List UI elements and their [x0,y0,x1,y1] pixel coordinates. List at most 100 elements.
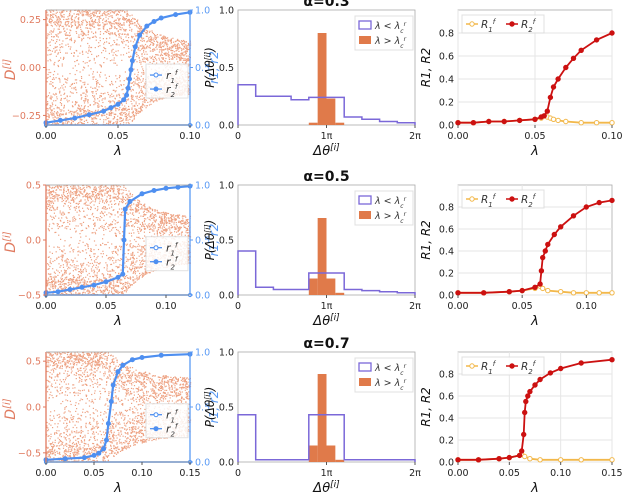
scatter-point [182,222,184,225]
scatter-point [141,36,143,38]
scatter-point [64,291,66,293]
scatter-point [94,101,96,104]
scatter-point [56,186,58,188]
scatter-point [119,117,121,119]
scatter-point [87,52,89,54]
scatter-point [47,60,49,62]
scatter-point [119,97,121,99]
scatter-point [86,62,88,64]
scatter-point [111,229,113,231]
scatter-point [49,186,51,188]
scatter-point [163,46,165,48]
scatter-point [51,283,53,285]
scatter-point [81,278,83,280]
scatter-point [46,16,48,18]
scatter-point [97,28,99,30]
scatter-point [118,77,120,79]
scatter-point [118,20,120,22]
scatter-point [129,286,131,288]
scatter-point [97,98,99,100]
scatter-point [61,217,63,219]
scatter-point [113,209,115,211]
scatter-point [105,222,107,224]
scatter-point [183,221,185,224]
scatter-point [48,33,50,36]
scatter-point [105,108,107,110]
scatter-point [128,56,130,58]
scatter-point [106,58,108,60]
scatter-point [125,100,127,103]
scatter-point [133,232,135,234]
scatter-point [184,57,186,60]
scatter-point [145,35,147,37]
scatter-point [122,18,124,20]
scatter-point [79,251,81,253]
scatter-point [183,225,185,227]
scatter-point [75,192,77,194]
scatter-point [144,273,146,275]
scatter-point [67,20,69,23]
scatter-point [111,24,113,26]
scatter-point [70,37,72,39]
scatter-point [113,293,115,295]
scatter-point [59,280,62,282]
scatter-point [63,10,65,12]
scatter-point [49,31,51,33]
scatter-point [127,222,129,224]
scatter-point [154,209,156,211]
scatter-point [66,262,69,264]
scatter-point [113,26,116,28]
scatter-point [79,24,81,27]
scatter-point [94,62,96,64]
scatter-point [53,191,55,193]
scatter-point [131,107,133,109]
scatter-point [151,62,153,65]
series-point [550,116,557,123]
scatter-point [47,108,49,110]
scatter-point [182,61,184,63]
scatter-point [136,55,138,58]
scatter-point [98,278,100,280]
scatter-point [148,47,150,49]
scatter-point [157,212,159,214]
scatter-point [127,198,129,201]
scatter-point [144,105,146,107]
scatter-point [150,208,152,210]
scatter-point [67,120,69,122]
scatter-point [87,65,89,67]
scatter-point [94,274,96,276]
scatter-point [138,112,140,114]
scatter-point [125,115,127,117]
scatter-point [136,35,138,37]
scatter-point [78,107,80,109]
scatter-point [188,247,190,249]
scatter-point [110,270,112,272]
scatter-point [108,212,110,214]
scatter-point [132,96,134,98]
scatter-point [95,90,97,93]
scatter-point [48,116,50,118]
scatter-point [105,199,107,201]
scatter-point [96,16,98,18]
scatter-point [82,13,85,15]
scatter-point [56,107,58,109]
scatter-point [129,246,131,248]
scatter-point [108,274,110,276]
scatter-point [85,51,87,53]
scatter-point [106,107,108,109]
scatter-point [125,113,127,115]
scatter-point [142,103,144,105]
scatter-point [69,95,71,97]
scatter-point [127,108,129,110]
scatter-point [71,25,74,27]
scatter-point [66,261,68,263]
scatter-point [176,44,179,46]
scatter-point [166,229,168,232]
scatter-point [100,66,102,68]
scatter-point [69,91,72,93]
scatter-point [92,95,94,97]
scatter-point [65,270,67,272]
scatter-point [67,259,69,261]
scatter-point [166,228,168,230]
